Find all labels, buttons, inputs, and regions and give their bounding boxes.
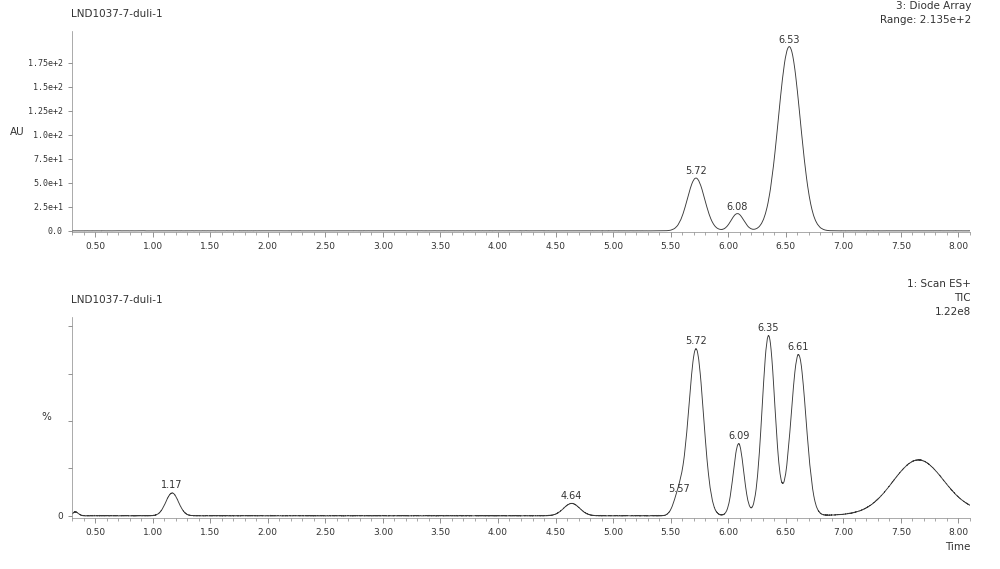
Text: 5.57: 5.57 [668, 484, 690, 494]
Text: 6.35: 6.35 [758, 323, 779, 333]
Text: 6.53: 6.53 [778, 35, 800, 45]
Text: LND1037-7-duli-1: LND1037-7-duli-1 [71, 295, 163, 304]
Text: 1.22e8: 1.22e8 [935, 307, 971, 317]
Text: 6.61: 6.61 [788, 342, 809, 352]
Text: 4.64: 4.64 [561, 491, 582, 501]
Text: 6.09: 6.09 [728, 431, 749, 441]
Text: 1: Scan ES+: 1: Scan ES+ [907, 279, 971, 288]
Text: LND1037-7-duli-1: LND1037-7-duli-1 [71, 9, 163, 19]
Text: Range: 2.135e+2: Range: 2.135e+2 [880, 15, 971, 25]
Text: Time: Time [946, 542, 971, 552]
Text: 3: Diode Array: 3: Diode Array [896, 1, 971, 11]
Y-axis label: %: % [41, 413, 51, 422]
Text: 1.17: 1.17 [161, 480, 183, 490]
Text: 5.72: 5.72 [685, 166, 707, 176]
Text: 5.72: 5.72 [685, 336, 707, 347]
Text: 6.08: 6.08 [727, 202, 748, 212]
Text: TIC: TIC [954, 292, 971, 303]
Y-axis label: AU: AU [10, 127, 24, 137]
